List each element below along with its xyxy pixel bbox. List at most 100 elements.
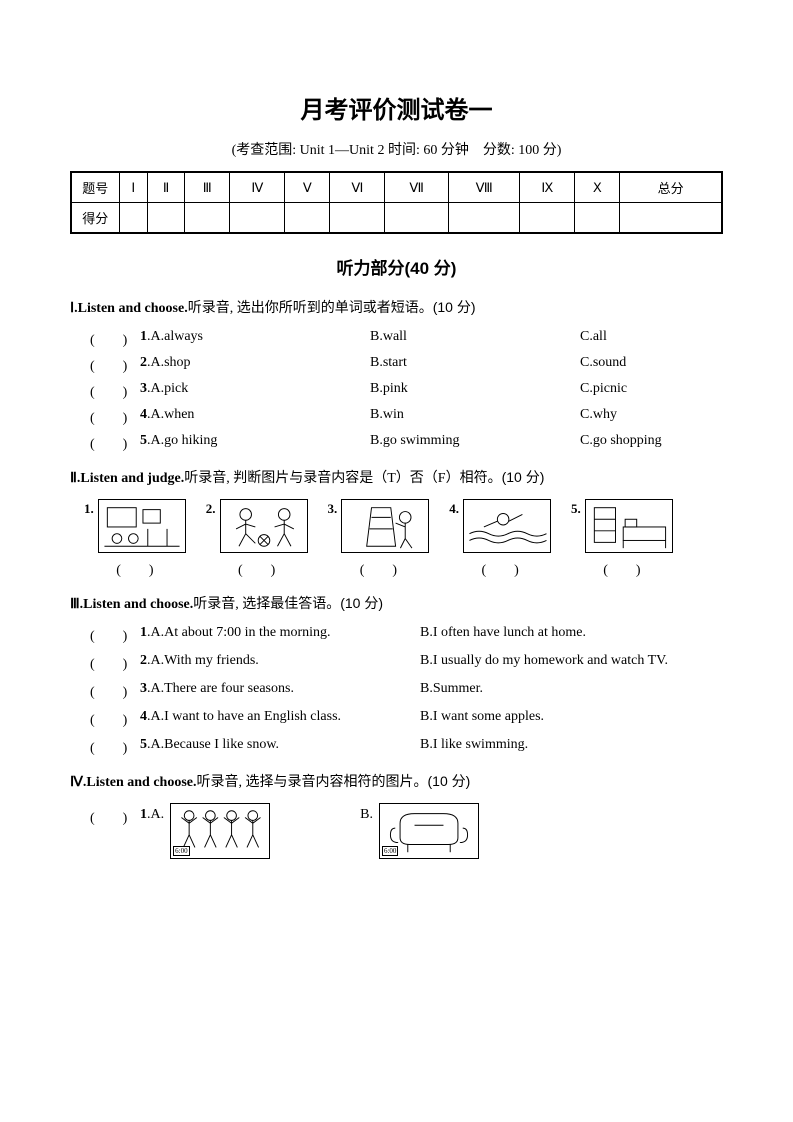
- part2-cn: 听录音, 判断图片与录音内容是（T）否（F）相符。: [184, 471, 501, 486]
- opt-a: 5.A.Because I like snow.: [140, 737, 420, 757]
- answer-blank[interactable]: ( ): [90, 803, 140, 827]
- cell[interactable]: [520, 203, 575, 234]
- answer-blank[interactable]: ( ): [90, 625, 140, 645]
- cell[interactable]: [330, 203, 385, 234]
- opt-a: 2.A.shop: [140, 355, 370, 375]
- answer-blank[interactable]: ( ): [238, 559, 275, 579]
- option-b-label: B.: [360, 803, 373, 823]
- part3-roman: Ⅲ.Listen and choose.: [70, 597, 193, 612]
- cell[interactable]: [448, 203, 520, 234]
- q-row: ( ) 3.A.pick B.pink C.picnic: [90, 381, 723, 401]
- q-row: ( ) 5.A.go hiking B.go swimming C.go sho…: [90, 433, 723, 453]
- listening-section-header: 听力部分(40 分): [70, 254, 723, 279]
- part1-pts: (10 分): [433, 299, 476, 315]
- time-label: 6:00: [173, 846, 189, 856]
- item-number: 4.: [449, 499, 459, 517]
- cell[interactable]: [385, 203, 448, 234]
- cell[interactable]: [119, 203, 148, 234]
- answer-blank[interactable]: ( ): [90, 737, 140, 757]
- opt-b: B.I usually do my homework and watch TV.: [420, 653, 723, 673]
- opt-c: C.picnic: [580, 381, 723, 401]
- score-value-row: 得分: [71, 203, 722, 234]
- cell[interactable]: [285, 203, 330, 234]
- swimming-icon: [463, 499, 551, 553]
- part2-roman: Ⅱ.Listen and judge.: [70, 471, 184, 486]
- item-number: 5.: [571, 499, 581, 517]
- cell[interactable]: [575, 203, 620, 234]
- item-number: 2.: [206, 499, 216, 517]
- col-9: Ⅸ: [520, 172, 575, 203]
- opt-b: B.I like swimming.: [420, 737, 723, 757]
- football-icon: [220, 499, 308, 553]
- subtitle: (考查范围: Unit 1—Unit 2 时间: 60 分钟 分数: 100 分…: [70, 139, 723, 159]
- item-number: 1.: [84, 499, 94, 517]
- col-10: Ⅹ: [575, 172, 620, 203]
- part1-items: ( ) 1.A.always B.wall C.all ( ) 2.A.shop…: [70, 329, 723, 453]
- opt-b: B.wall: [370, 329, 580, 349]
- main-title: 月考评价测试卷一: [70, 90, 723, 125]
- answer-blank[interactable]: ( ): [90, 381, 140, 401]
- opt-c: C.go shopping: [580, 433, 723, 453]
- answer-blank[interactable]: ( ): [90, 653, 140, 673]
- opt-a: 2.A.With my friends.: [140, 653, 420, 673]
- answer-blank[interactable]: ( ): [90, 681, 140, 701]
- part3-cn: 听录音, 选择最佳答语。: [193, 597, 340, 612]
- part4-title: Ⅳ.Listen and choose.听录音, 选择与录音内容相符的图片。(1…: [70, 771, 723, 791]
- row-label: 得分: [71, 203, 119, 234]
- opt-b: B.start: [370, 355, 580, 375]
- opt-c: C.sound: [580, 355, 723, 375]
- judge-item: 4. ( ): [449, 499, 551, 579]
- part4-q1: ( ) 1.A. 6:00 B. 6:00: [90, 803, 723, 859]
- classroom-icon: [98, 499, 186, 553]
- answer-blank[interactable]: ( ): [90, 709, 140, 729]
- q-row: ( ) 4.A.when B.win C.why: [90, 407, 723, 427]
- q-number: 1.A.: [140, 803, 164, 823]
- q-row: ( ) 1.A.always B.wall C.all: [90, 329, 723, 349]
- opt-c: C.why: [580, 407, 723, 427]
- col-label: 题号: [71, 172, 119, 203]
- q-row: ( ) 2.A.With my friends. B.I usually do …: [90, 653, 723, 673]
- cell[interactable]: [620, 203, 722, 234]
- sofa-icon: 6:00: [379, 803, 479, 859]
- col-total: 总分: [620, 172, 722, 203]
- painting-icon: [341, 499, 429, 553]
- opt-a: 4.A.I want to have an English class.: [140, 709, 420, 729]
- exercise-icon: 6:00: [170, 803, 270, 859]
- judge-item: 5. ( ): [571, 499, 673, 579]
- part2-pts: (10 分): [502, 469, 545, 485]
- part4-cn: 听录音, 选择与录音内容相符的图片。: [197, 775, 428, 790]
- opt-b: B.Summer.: [420, 681, 723, 701]
- q-row: ( ) 3.A.There are four seasons. B.Summer…: [90, 681, 723, 701]
- col-5: Ⅴ: [285, 172, 330, 203]
- answer-blank[interactable]: ( ): [90, 407, 140, 427]
- judge-item: 3. ( ): [328, 499, 430, 579]
- part4-pts: (10 分): [428, 773, 471, 789]
- answer-blank[interactable]: ( ): [90, 355, 140, 375]
- answer-blank[interactable]: ( ): [90, 329, 140, 349]
- opt-b: B.I want some apples.: [420, 709, 723, 729]
- opt-a: 3.A.There are four seasons.: [140, 681, 420, 701]
- col-8: Ⅷ: [448, 172, 520, 203]
- cell[interactable]: [230, 203, 285, 234]
- answer-blank[interactable]: ( ): [603, 559, 640, 579]
- q-row: ( ) 4.A.I want to have an English class.…: [90, 709, 723, 729]
- opt-b: B.win: [370, 407, 580, 427]
- answer-blank[interactable]: ( ): [90, 433, 140, 453]
- col-4: Ⅳ: [230, 172, 285, 203]
- part1-title: Ⅰ.Listen and choose.听录音, 选出你所听到的单词或者短语。(…: [70, 297, 723, 317]
- score-header-row: 题号 Ⅰ Ⅱ Ⅲ Ⅳ Ⅴ Ⅵ Ⅶ Ⅷ Ⅸ Ⅹ 总分: [71, 172, 722, 203]
- opt-b: B.pink: [370, 381, 580, 401]
- answer-blank[interactable]: ( ): [116, 559, 153, 579]
- col-2: Ⅱ: [148, 172, 185, 203]
- opt-a: 3.A.pick: [140, 381, 370, 401]
- bedroom-icon: [585, 499, 673, 553]
- col-7: Ⅶ: [385, 172, 448, 203]
- q-row: ( ) 1.A.At about 7:00 in the morning. B.…: [90, 625, 723, 645]
- cell[interactable]: [148, 203, 185, 234]
- answer-blank[interactable]: ( ): [481, 559, 518, 579]
- item-number: 3.: [328, 499, 338, 517]
- cell[interactable]: [185, 203, 230, 234]
- part1-roman: Ⅰ.Listen and choose.: [70, 301, 188, 316]
- answer-blank[interactable]: ( ): [360, 559, 397, 579]
- judge-item: 2. ( ): [206, 499, 308, 579]
